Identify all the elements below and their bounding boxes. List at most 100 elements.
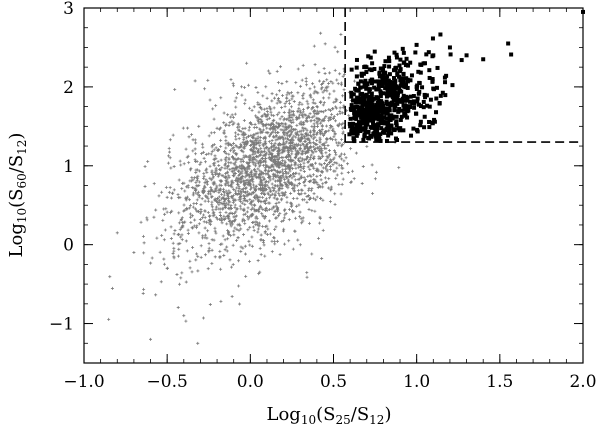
- data-point-square: [422, 114, 427, 119]
- data-point-plus: [319, 31, 323, 35]
- data-point-plus: [246, 228, 250, 232]
- data-point-plus: [254, 220, 258, 224]
- data-point-plus: [294, 81, 298, 85]
- data-point-plus: [290, 176, 294, 180]
- data-point-plus: [222, 129, 226, 133]
- data-point-plus: [219, 126, 223, 130]
- data-point-square: [407, 104, 412, 109]
- data-point-plus: [203, 199, 207, 203]
- data-point-plus: [311, 98, 315, 102]
- data-point-plus: [286, 180, 290, 184]
- data-point-square: [379, 113, 384, 118]
- data-point-plus: [191, 178, 195, 182]
- data-point-plus: [320, 127, 324, 131]
- data-point-plus: [339, 192, 343, 196]
- data-point-plus: [251, 145, 255, 149]
- data-point-plus: [236, 122, 240, 126]
- data-point-plus: [195, 202, 199, 206]
- data-point-plus: [278, 100, 282, 104]
- data-point-plus: [341, 126, 345, 130]
- data-point-plus: [248, 164, 252, 168]
- data-point-plus: [287, 218, 291, 222]
- data-point-plus: [262, 122, 266, 126]
- data-point-plus: [214, 231, 218, 235]
- data-point-plus: [283, 142, 287, 146]
- data-point-plus: [290, 109, 294, 113]
- data-point-plus: [305, 200, 309, 204]
- data-point-plus: [298, 215, 302, 219]
- data-point-plus: [291, 118, 295, 122]
- data-point-plus: [283, 170, 287, 174]
- data-point-plus: [272, 144, 276, 148]
- data-point-plus: [184, 147, 188, 151]
- data-point-square: [403, 82, 408, 87]
- data-point-plus: [253, 187, 257, 191]
- data-point-square: [369, 91, 374, 96]
- data-point-square: [369, 125, 374, 130]
- data-point-plus: [228, 191, 232, 195]
- data-point-plus: [236, 223, 240, 227]
- data-point-plus: [243, 219, 247, 223]
- data-point-plus: [171, 133, 175, 137]
- data-point-plus: [218, 242, 222, 246]
- data-point-square: [438, 93, 443, 98]
- data-point-plus: [271, 130, 275, 134]
- data-point-plus: [227, 219, 231, 223]
- data-point-plus: [268, 196, 272, 200]
- data-point-plus: [323, 176, 327, 180]
- data-point-plus: [265, 183, 269, 187]
- data-point-plus: [202, 220, 206, 224]
- data-point-plus: [207, 250, 211, 254]
- data-point-plus: [374, 170, 378, 174]
- data-point-plus: [304, 113, 308, 117]
- data-point-plus: [224, 159, 228, 163]
- data-point-plus: [295, 204, 299, 208]
- data-point-plus: [284, 184, 288, 188]
- data-point-plus: [246, 155, 250, 159]
- data-point-plus: [172, 232, 176, 236]
- data-point-plus: [225, 245, 229, 249]
- data-point-plus: [254, 139, 258, 143]
- data-point-plus: [273, 147, 277, 151]
- x-tick-label: 0.5: [320, 372, 347, 392]
- data-point-square: [387, 108, 392, 113]
- data-point-plus: [318, 173, 322, 177]
- data-point-plus: [297, 103, 301, 107]
- data-point-plus: [242, 167, 246, 171]
- data-point-plus: [243, 244, 247, 248]
- data-point-plus: [261, 240, 265, 244]
- data-point-square: [347, 121, 352, 126]
- data-point-plus: [331, 158, 335, 162]
- data-point-plus: [218, 214, 222, 218]
- data-point-square: [417, 89, 422, 94]
- data-point-plus: [300, 78, 304, 82]
- data-point-plus: [292, 189, 296, 193]
- data-point-plus: [257, 110, 261, 114]
- data-point-plus: [330, 138, 334, 142]
- data-point-plus: [373, 177, 377, 181]
- data-point-plus: [338, 106, 342, 110]
- data-point-plus: [322, 116, 326, 120]
- data-point-plus: [176, 242, 180, 246]
- data-point-plus: [300, 188, 304, 192]
- data-point-square: [372, 104, 377, 109]
- data-point-plus: [276, 173, 280, 177]
- data-point-plus: [226, 206, 230, 210]
- data-point-plus: [341, 132, 345, 136]
- data-point-square: [418, 119, 423, 124]
- data-point-square: [447, 45, 452, 50]
- data-point-square: [362, 120, 367, 125]
- data-point-square: [372, 49, 377, 54]
- data-point-plus: [238, 204, 242, 208]
- data-point-plus: [231, 243, 235, 247]
- data-point-plus: [284, 127, 288, 131]
- data-point-plus: [303, 132, 307, 136]
- data-point-plus: [212, 163, 216, 167]
- data-point-square: [408, 78, 413, 83]
- data-point-plus: [270, 239, 274, 243]
- data-point-plus: [186, 154, 190, 158]
- data-point-plus: [260, 130, 264, 134]
- data-point-plus: [323, 72, 327, 76]
- data-point-plus: [162, 238, 166, 242]
- data-point-plus: [258, 195, 262, 199]
